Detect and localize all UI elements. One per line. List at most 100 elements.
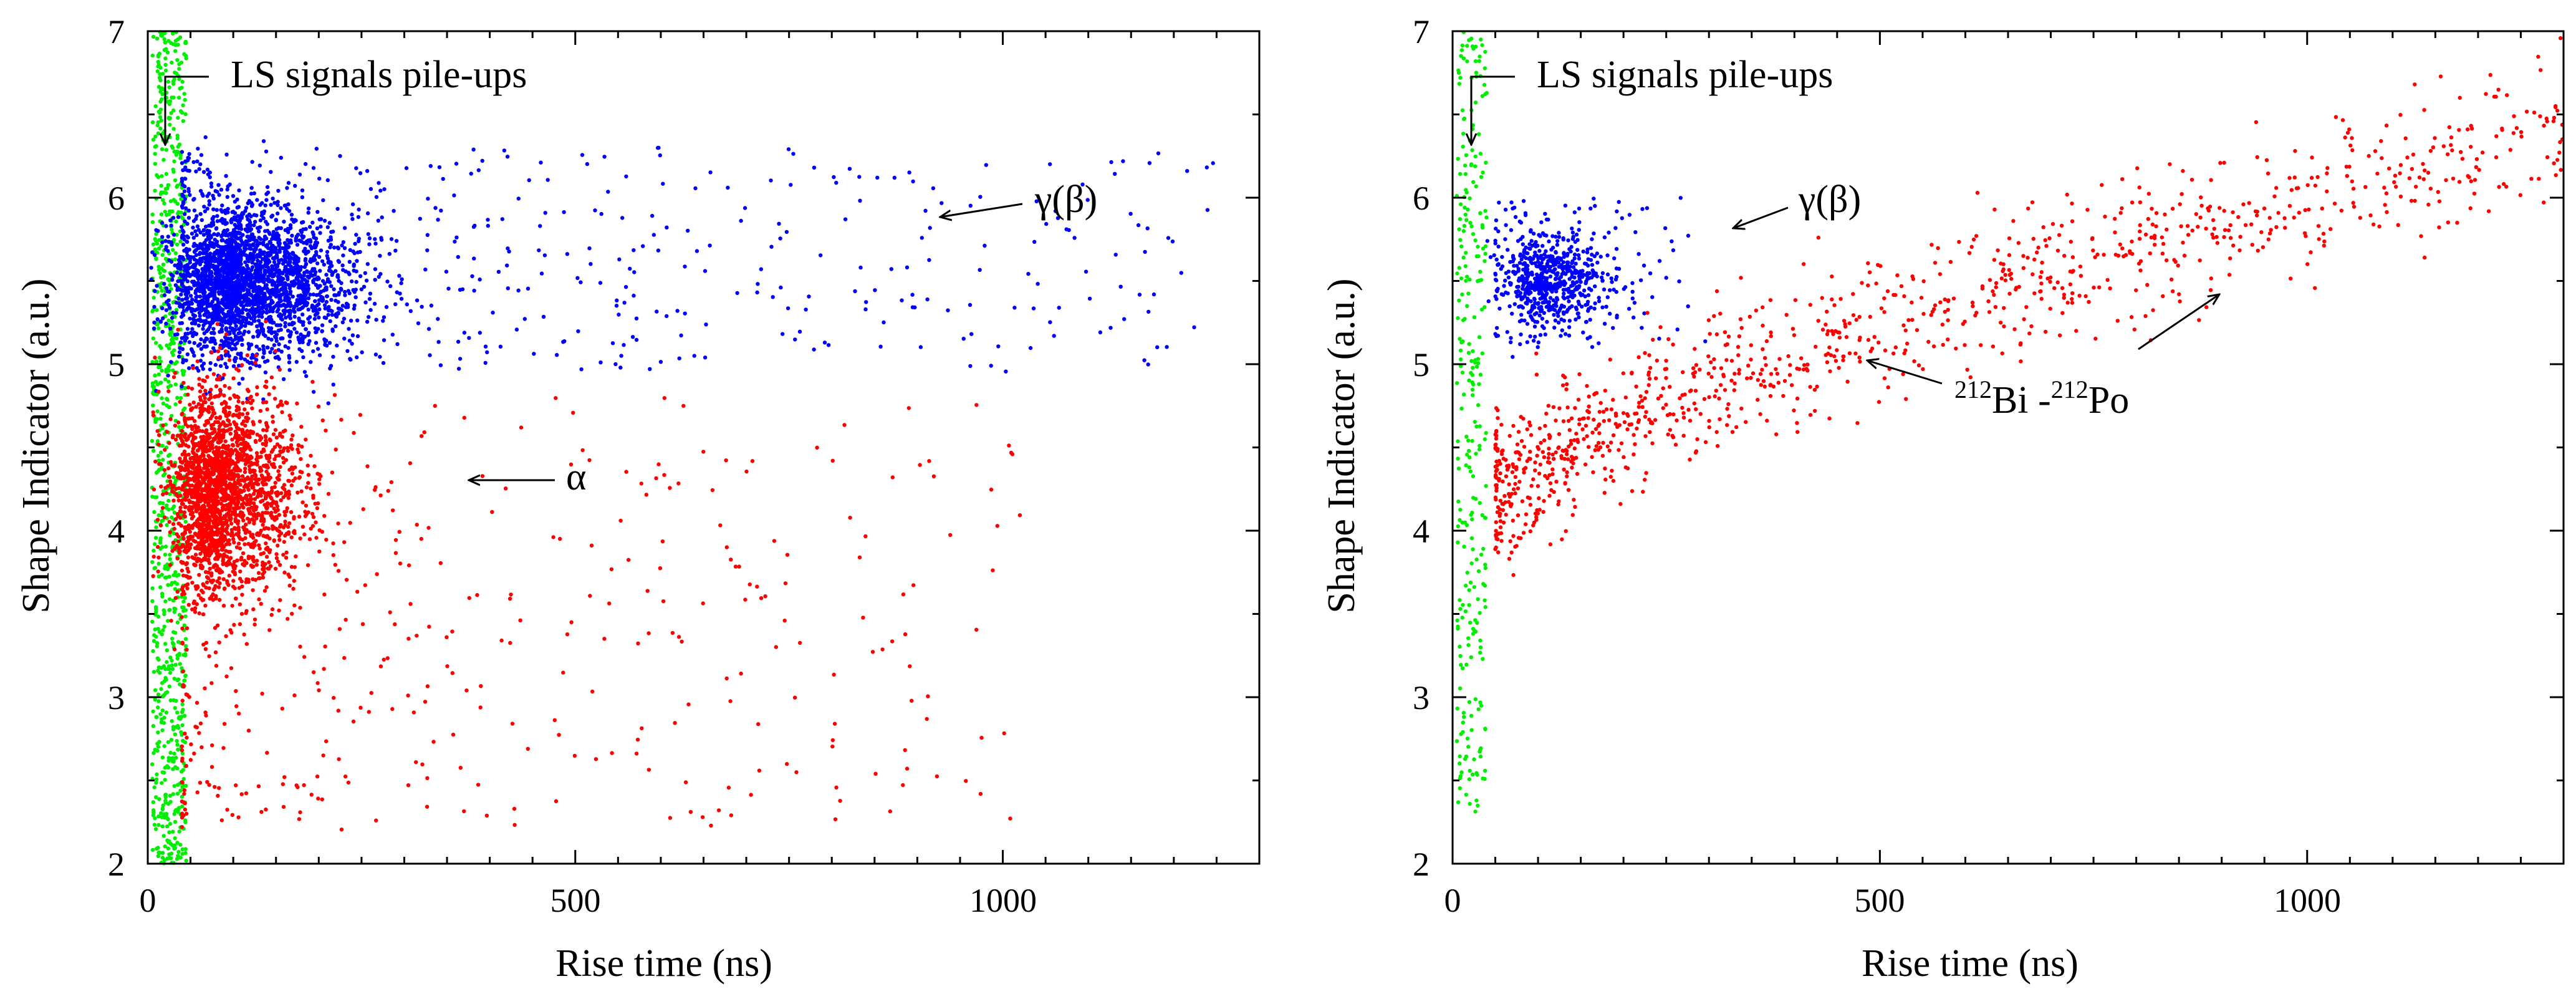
left-point--: [648, 367, 652, 371]
left-point--: [237, 281, 242, 285]
left-point--: [205, 206, 209, 211]
left-point-ls-signals-pile-ups: [156, 627, 160, 631]
left-point-ls-signals-pile-ups: [170, 60, 174, 65]
left-point--: [237, 314, 241, 318]
left-point--: [237, 299, 241, 304]
left-point--: [1036, 282, 1040, 286]
left-point--: [239, 556, 244, 560]
left-point--: [252, 248, 256, 252]
left-point--: [469, 171, 473, 176]
left-point--: [223, 586, 227, 591]
left-point-ls-signals-pile-ups: [171, 531, 176, 536]
left-point--: [227, 542, 232, 546]
left-point-ls-signals-pile-ups: [183, 614, 188, 619]
left-point--: [256, 314, 261, 319]
left-point--: [226, 244, 230, 249]
left-point--: [236, 331, 241, 335]
left-point-ls-signals-pile-ups: [154, 781, 158, 785]
left-point-ls-signals-pile-ups: [167, 684, 171, 689]
left-point--: [334, 314, 339, 319]
left-point--: [1143, 249, 1147, 254]
left-point-ls-signals-pile-ups: [150, 120, 155, 125]
left-point-ls-signals-pile-ups: [163, 68, 168, 73]
left-point--: [226, 318, 231, 322]
left-point--: [923, 208, 928, 213]
left-point--: [301, 241, 306, 245]
left-point-ls-signals-pile-ups: [151, 336, 155, 340]
left-point--: [456, 367, 461, 371]
left-point--: [151, 326, 156, 331]
left-point--: [274, 294, 279, 299]
left-point--: [264, 428, 269, 433]
left-point--: [329, 264, 334, 268]
left-point--: [390, 332, 395, 337]
left-point--: [203, 251, 207, 255]
left-point--: [539, 271, 544, 276]
left-point--: [350, 342, 354, 346]
left-point-ls-signals-pile-ups: [151, 751, 156, 755]
left-point--: [347, 339, 352, 343]
left-point--: [279, 327, 283, 332]
left-point--: [380, 215, 384, 220]
left-point-ls-signals-pile-ups: [152, 785, 156, 789]
left-point-ls-signals-pile-ups: [175, 710, 180, 715]
left-point-ls-signals-pile-ups: [161, 803, 165, 808]
left-point--: [182, 264, 186, 269]
left-point--: [277, 538, 282, 542]
left-point--: [229, 218, 233, 223]
left-point--: [485, 350, 489, 355]
left-point-ls-signals-pile-ups: [156, 364, 161, 369]
left-point--: [300, 312, 305, 317]
left-point--: [244, 642, 249, 646]
left-point-ls-signals-pile-ups: [183, 596, 187, 600]
left-point--: [353, 287, 358, 292]
left-point--: [181, 168, 185, 173]
left-point-ls-signals-pile-ups: [151, 649, 155, 654]
left-point--: [233, 337, 238, 341]
left-point--: [905, 265, 910, 269]
left-point--: [226, 233, 231, 238]
left-point--: [234, 225, 239, 230]
left-point--: [155, 518, 160, 522]
left-point-ls-signals-pile-ups: [172, 751, 176, 756]
left-point--: [244, 307, 249, 312]
left-point--: [198, 189, 203, 193]
left-point--: [328, 319, 332, 324]
left-point-ls-signals-pile-ups: [170, 145, 175, 150]
left-point--: [261, 216, 266, 221]
left-point--: [232, 215, 237, 220]
left-point--: [739, 218, 743, 223]
left-point--: [183, 219, 187, 224]
left-point-ls-signals-pile-ups: [158, 127, 163, 131]
left-point--: [506, 286, 510, 291]
left-point--: [632, 293, 636, 298]
left-point--: [199, 337, 203, 342]
left-point--: [249, 246, 253, 251]
left-point--: [164, 224, 168, 228]
left-point--: [358, 274, 363, 278]
left-point--: [292, 256, 296, 261]
left-point-ls-signals-pile-ups: [170, 515, 174, 519]
left-point--: [300, 195, 305, 200]
left-point--: [338, 154, 342, 158]
left-point--: [231, 304, 235, 309]
left-point--: [392, 209, 396, 213]
left-point--: [314, 236, 319, 241]
left-point-ls-signals-pile-ups: [167, 608, 171, 612]
left-point--: [190, 231, 195, 236]
left-point-ls-signals-pile-ups: [168, 670, 173, 675]
left-point-ls-signals-pile-ups: [159, 412, 163, 416]
left-point--: [240, 211, 244, 215]
left-point--: [305, 250, 309, 254]
left-point--: [223, 362, 228, 366]
left-point-ls-signals-pile-ups: [156, 657, 161, 662]
left-point--: [211, 319, 216, 324]
left-point-ls-signals-pile-ups: [183, 41, 188, 46]
left-point--: [335, 206, 340, 211]
left-point--: [320, 329, 324, 334]
left-point--: [178, 340, 183, 345]
left-point--: [248, 228, 252, 233]
left-point-ls-signals-pile-ups: [158, 65, 163, 70]
left-point-ls-signals-pile-ups: [176, 150, 181, 155]
left-point--: [246, 259, 251, 264]
